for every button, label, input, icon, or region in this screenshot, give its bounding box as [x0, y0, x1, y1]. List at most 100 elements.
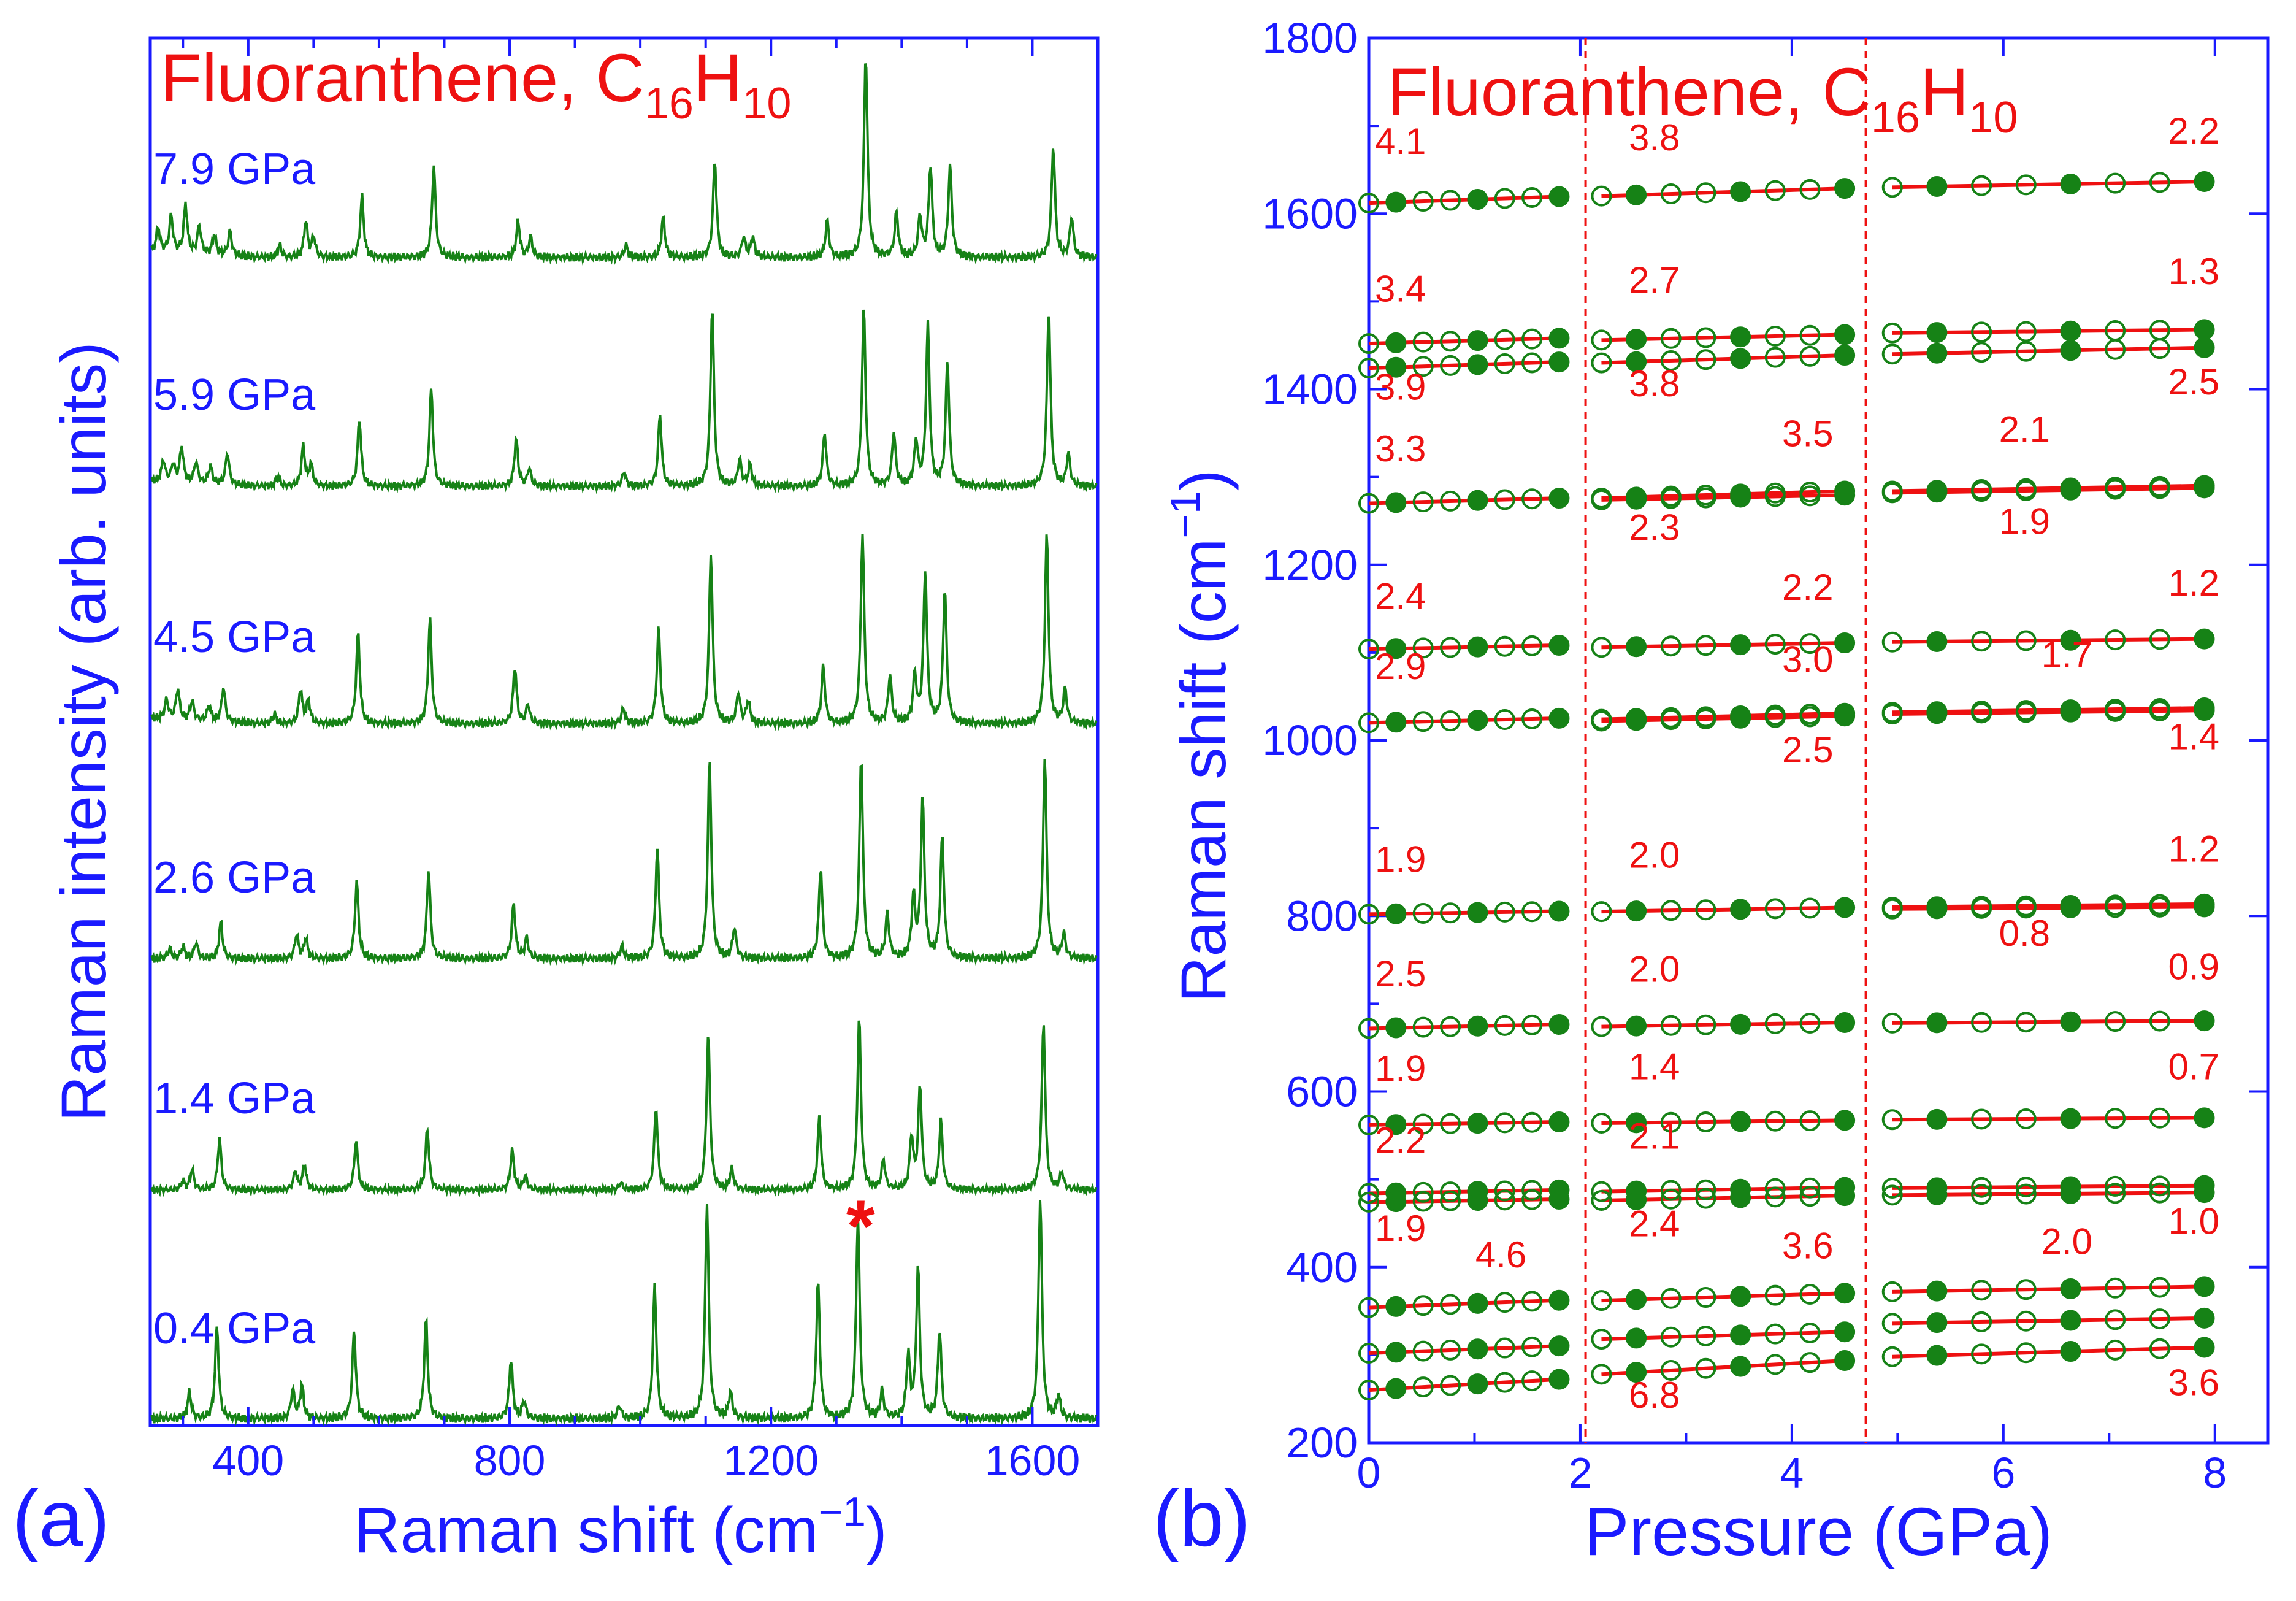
- data-point: [2149, 1107, 2170, 1129]
- y-tick-label: 1800: [1262, 14, 1358, 62]
- data-point: [1799, 897, 1821, 919]
- data-point: [2194, 700, 2215, 721]
- data-point: [1358, 712, 1379, 734]
- slope-label: 2.4: [1629, 1204, 1680, 1245]
- data-point: [1695, 1357, 1716, 1379]
- data-point: [1834, 897, 1856, 918]
- data-point: [1494, 1112, 1515, 1134]
- x-tick-label: 4: [1780, 1449, 1804, 1497]
- data-point: [2194, 319, 2215, 340]
- data-point: [1385, 903, 1407, 924]
- data-point: [1626, 488, 1647, 510]
- data-point: [1834, 345, 1856, 366]
- data-point: [1799, 706, 1821, 728]
- data-point: [2194, 1182, 2215, 1204]
- data-point: [1660, 328, 1682, 349]
- data-point: [2149, 1277, 2170, 1298]
- panel-a-title: Fluoranthene, C16H10: [161, 40, 791, 128]
- data-point: [2060, 1341, 2081, 1362]
- data-point: [1834, 485, 1856, 506]
- data-point: [1440, 190, 1461, 211]
- data-point: [1764, 634, 1786, 655]
- data-point: [1548, 1289, 1570, 1311]
- data-point: [1467, 1338, 1488, 1360]
- data-point: [2015, 321, 2037, 342]
- data-point: [1358, 1343, 1379, 1364]
- slope-label: 6.8: [1629, 1375, 1680, 1416]
- data-point: [1548, 707, 1570, 729]
- slope-label: 2.5: [1782, 729, 1833, 770]
- data-point: [2194, 477, 2215, 499]
- data-point: [2060, 701, 2081, 723]
- data-point: [1412, 331, 1434, 353]
- data-point: [1695, 1179, 1716, 1200]
- data-point: [1412, 191, 1434, 212]
- data-point: [1926, 1312, 1948, 1334]
- data-point: [2149, 1175, 2170, 1197]
- data-point: [1385, 638, 1407, 659]
- data-point: [1467, 490, 1488, 511]
- data-point: [1799, 1012, 1821, 1034]
- data-point: [2060, 479, 2081, 501]
- data-point: [2015, 174, 2037, 196]
- data-point: [2149, 1308, 2170, 1330]
- data-point: [2194, 1276, 2215, 1297]
- data-point: [1591, 329, 1612, 351]
- data-point: [1626, 1015, 1647, 1037]
- data-point: [1385, 1296, 1407, 1317]
- panel-b-letter: (b): [1153, 1473, 1250, 1563]
- data-point: [1730, 348, 1751, 369]
- phase-boundaries: [1584, 38, 1867, 1443]
- data-point: [1926, 1345, 1948, 1366]
- data-point: [1521, 901, 1543, 923]
- data-point: [1926, 1280, 1948, 1302]
- data-point: [1440, 637, 1461, 658]
- data-point: [1591, 637, 1612, 658]
- panel-a-x-ticks: 400 800 1200 1600: [182, 38, 1099, 1484]
- data-point: [1881, 344, 1903, 365]
- slope-label: 2.5: [1375, 953, 1426, 994]
- data-point: [1467, 710, 1488, 731]
- data-point: [1385, 1114, 1407, 1135]
- data-point: [1548, 186, 1570, 207]
- slope-label: 1.2: [2168, 829, 2219, 870]
- x-tick-label: 6: [1991, 1449, 2015, 1497]
- data-point: [1799, 324, 1821, 346]
- data-point: [1440, 902, 1461, 924]
- data-point: [1358, 1297, 1379, 1318]
- data-point: [1440, 1375, 1461, 1396]
- slope-label: 3.4: [1375, 268, 1426, 309]
- data-point: [1521, 1291, 1543, 1312]
- pressure-label: 7.9 GPa: [153, 145, 316, 194]
- data-point: [2105, 172, 2126, 194]
- data-point: [1926, 342, 1948, 364]
- data-point: [1660, 635, 1682, 657]
- data-point: [2105, 1175, 2126, 1197]
- data-point: [1548, 328, 1570, 349]
- data-point: [1926, 482, 1948, 503]
- data-point: [1521, 1189, 1543, 1210]
- data-point: [1971, 1177, 1992, 1198]
- data-point: [1626, 351, 1647, 372]
- data-point: [1695, 182, 1716, 204]
- data-point: [1548, 1014, 1570, 1035]
- data-point: [1799, 1177, 1821, 1199]
- y-tick-label: 1400: [1262, 366, 1358, 413]
- data-point: [2015, 1310, 2037, 1332]
- data-point: [2105, 701, 2126, 722]
- data-point: [1764, 180, 1786, 201]
- data-point: [1358, 1191, 1379, 1213]
- data-point: [1591, 901, 1612, 923]
- data-point: [2105, 1277, 2126, 1299]
- data-point: [2060, 1310, 2081, 1331]
- data-point: [1834, 178, 1856, 199]
- data-point: [1591, 1329, 1612, 1350]
- data-point: [2149, 629, 2170, 650]
- data-point: [1385, 191, 1407, 213]
- panel-b-title: Fluoranthene, C16H10: [1387, 55, 2018, 142]
- data-point: [1971, 1012, 1992, 1033]
- data-point: [1834, 1012, 1856, 1034]
- slope-label: 3.9: [1375, 367, 1426, 408]
- data-point: [1548, 1335, 1570, 1357]
- slope-label: 2.4: [1375, 575, 1426, 616]
